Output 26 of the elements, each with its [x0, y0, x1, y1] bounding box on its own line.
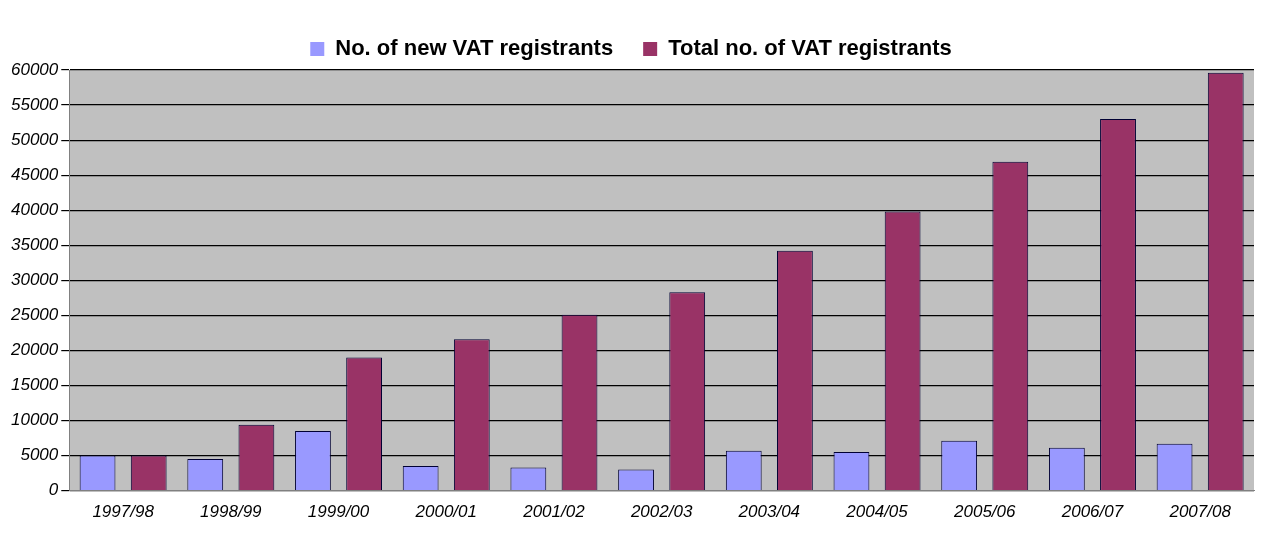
- y-tick-label: 50000: [10, 129, 59, 149]
- y-tick-label: 30000: [10, 270, 59, 290]
- x-tick-label: 1997/98: [92, 501, 155, 521]
- x-tick-label: 1998/99: [200, 501, 263, 521]
- y-tick-label: 10000: [10, 410, 59, 430]
- legend-label: Total no. of VAT registrants: [668, 35, 952, 61]
- x-tick-label: 2001/02: [522, 501, 586, 521]
- y-tick-label: 45000: [10, 164, 59, 184]
- y-tick-label: 40000: [10, 199, 59, 219]
- y-tick-label: 15000: [10, 375, 59, 395]
- x-tick-label: 2000/01: [414, 501, 477, 521]
- x-tick-label: 2003/04: [737, 501, 801, 521]
- x-tick-label: 2002/03: [629, 501, 693, 521]
- y-tick-label: 5000: [20, 445, 59, 465]
- x-tick-label: 1999/00: [307, 501, 370, 521]
- y-tick-label: 55000: [10, 94, 59, 114]
- y-tick-label: 0: [48, 480, 59, 500]
- x-tick-label: 2005/06: [953, 501, 1017, 521]
- y-tick-label: 60000: [10, 59, 59, 79]
- x-tick-label: 2004/05: [845, 501, 909, 521]
- x-tick-label: 2007/08: [1168, 501, 1232, 521]
- y-tick-label: 25000: [9, 305, 59, 325]
- y-tick-label: 20000: [9, 340, 59, 360]
- x-tick-label: 2006/07: [1060, 501, 1124, 521]
- legend-label: No. of new VAT registrants: [335, 35, 614, 61]
- y-tick-label: 35000: [10, 234, 59, 254]
